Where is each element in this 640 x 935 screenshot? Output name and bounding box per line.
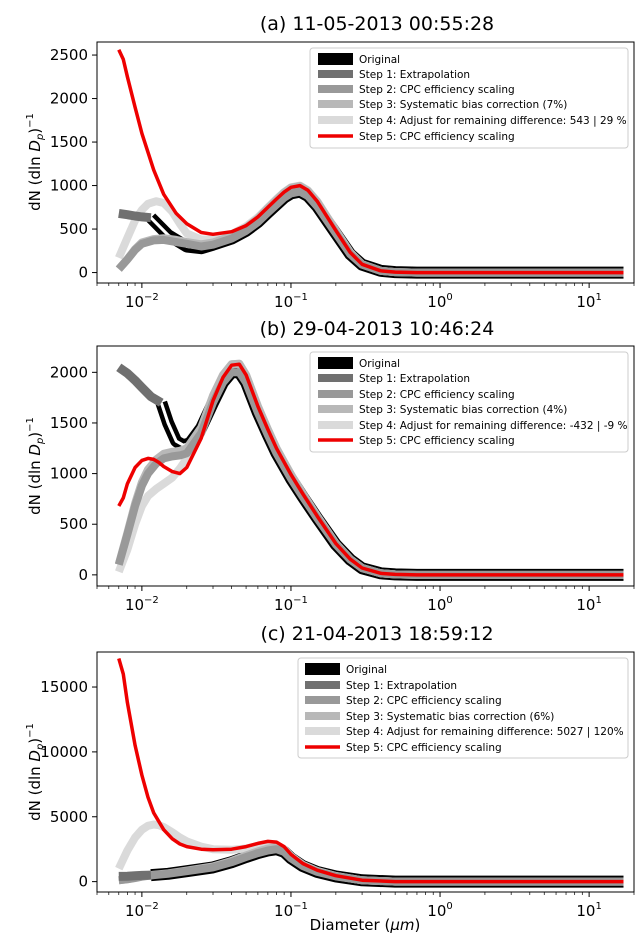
x-tick-label: 101	[576, 901, 601, 920]
legend-label-step1: Step 1: Extrapolation	[359, 69, 470, 81]
x-tick-label: 10−1	[274, 901, 308, 920]
legend-label-original: Original	[359, 358, 400, 370]
legend-label-step4: Step 4: Adjust for remaining difference:…	[346, 726, 624, 738]
x-tick-label: 10−1	[274, 292, 308, 311]
legend-label-original: Original	[359, 54, 400, 66]
panel-a-plot: 0 500 1000 1500 2000 2500 10−2 10−1 100 101	[50, 46, 635, 311]
legend-label-step5: Step 5: CPC efficiency scaling	[359, 435, 515, 447]
legend-label-step3-text: Step 3: Systematic bias correction	[359, 404, 539, 416]
y-tick-label: 1500	[50, 414, 88, 432]
x-tick-label: 10−2	[125, 292, 159, 311]
legend-label-step4: Step 4: Adjust for remaining difference:…	[359, 115, 627, 127]
y-tick-label: 500	[59, 515, 88, 533]
y-tick-label: 1000	[50, 177, 88, 195]
y-tick-label: 0	[78, 873, 88, 891]
panel-b-title: (b) 29-04-2013 10:46:24	[260, 318, 495, 340]
y-tick-label: 1500	[50, 133, 88, 151]
panel-c-frame	[96, 651, 635, 893]
x-tick-label: 10−1	[274, 595, 308, 614]
panel-b-plot: 0 500 1000 1500 2000 10−2 10−1 100 101	[50, 359, 635, 614]
panel-a-frame	[96, 41, 635, 284]
series-step5-line	[117, 362, 624, 577]
x-tick-label: 100	[427, 595, 452, 614]
legend-label-step4-text: Step 4: Adjust for remaining difference:	[346, 726, 553, 738]
y-tick-label: 0	[78, 566, 88, 584]
legend-label-step4-text: Step 4: Adjust for remaining difference:	[359, 420, 566, 432]
x-tick-label: 100	[427, 901, 452, 920]
panel-b-ylabel: dN (dln Dp)−1	[25, 417, 46, 515]
y-tick-label: 2000	[50, 363, 88, 381]
legend-label-step3-value: (6%)	[529, 711, 554, 723]
panel-c-title: (c) 21-04-2013 18:59:12	[260, 623, 493, 645]
series-group	[115, 658, 624, 888]
legend-label-step3-text: Step 3: Systematic bias correction	[359, 99, 539, 111]
y-tick-label: 2500	[50, 46, 88, 64]
legend-label-original: Original	[346, 664, 387, 676]
y-tick-label: 1000	[50, 465, 88, 483]
x-tick-label: 101	[576, 595, 601, 614]
legend-box	[297, 657, 629, 759]
legend-label-step2: Step 2: CPC efficiency scaling	[346, 695, 502, 707]
series-step1-line	[118, 870, 152, 881]
x-tick-label: 10−2	[125, 595, 159, 614]
panel-a-title: (a) 11-05-2013 00:55:28	[260, 13, 494, 35]
legend-label-step5: Step 5: CPC efficiency scaling	[359, 131, 515, 143]
y-tick-label: 15000	[40, 678, 88, 696]
legend-label-step1: Step 1: Extrapolation	[359, 373, 470, 385]
y-tick-label: 500	[59, 220, 88, 238]
y-tick-label: 5000	[50, 808, 88, 826]
x-tick-label: 10−2	[125, 901, 159, 920]
legend-label-step3-value: (4%)	[542, 404, 567, 416]
series-step1-line	[118, 208, 152, 223]
panel-c: (c) 21-04-2013 18:59:12 0 5000 10000 15000 1…	[25, 623, 635, 920]
panel-b-frame	[96, 345, 635, 587]
legend-label-step4-value: -432 | -9 %	[570, 420, 628, 432]
legend-label-step5: Step 5: CPC efficiency scaling	[346, 742, 502, 754]
x-tick-label: 100	[427, 292, 452, 311]
x-tick-label: 101	[576, 292, 601, 311]
legend-label-step3-value: (7%)	[542, 99, 567, 111]
y-tick-label: 10000	[40, 743, 88, 761]
legend-box	[309, 47, 629, 149]
series-step5-line	[117, 658, 624, 884]
legend-label-step3: Step 3: Systematic bias correction (7%)	[359, 99, 567, 111]
legend-label-step3-text: Step 3: Systematic bias correction	[346, 711, 526, 723]
panel-a: (a) 11-05-2013 00:55:28 0 500 1000 1500 2000…	[25, 13, 635, 311]
panel-c-legend: Original Step 1: Extrapolation Step 2: C…	[297, 657, 629, 759]
panel-a-ylabel: dN (dln Dp)−1	[25, 113, 46, 211]
legend-box	[309, 351, 629, 453]
legend-label-step4-text: Step 4: Adjust for remaining difference:	[359, 115, 566, 127]
legend-label-step3: Step 3: Systematic bias correction (6%)	[346, 711, 554, 723]
legend-label-step4-value: 543 | 29 %	[570, 115, 627, 127]
series-step1-line	[116, 363, 164, 407]
series-group	[114, 359, 624, 581]
legend-label-step2: Step 2: CPC efficiency scaling	[359, 389, 515, 401]
panel-c-ylabel: dN (dln Dp)−1	[25, 723, 46, 821]
legend-label-step4-value: 5027 | 120%	[557, 726, 624, 738]
x-axis-label: Diameter (μm)	[310, 916, 421, 934]
legend-label-step1: Step 1: Extrapolation	[346, 680, 457, 692]
panel-a-legend: Original Step 1: Extrapolation Step 2: C…	[309, 47, 629, 149]
y-tick-label: 2000	[50, 90, 88, 108]
y-tick-label: 0	[78, 264, 88, 282]
panel-c-plot: 0 5000 10000 15000 10−2 10−1 100 101	[40, 658, 635, 920]
panel-b-legend: Original Step 1: Extrapolation Step 2: C…	[309, 351, 629, 453]
legend-label-step2: Step 2: CPC efficiency scaling	[359, 84, 515, 96]
series-step5-line	[117, 49, 624, 275]
series-group	[115, 49, 624, 279]
legend-label-step3: Step 3: Systematic bias correction (4%)	[359, 404, 567, 416]
legend-label-step4: Step 4: Adjust for remaining difference:…	[359, 420, 628, 432]
panel-b: (b) 29-04-2013 10:46:24 0 500 1000 1500 2000…	[25, 318, 635, 614]
series-step2-line	[115, 187, 624, 277]
